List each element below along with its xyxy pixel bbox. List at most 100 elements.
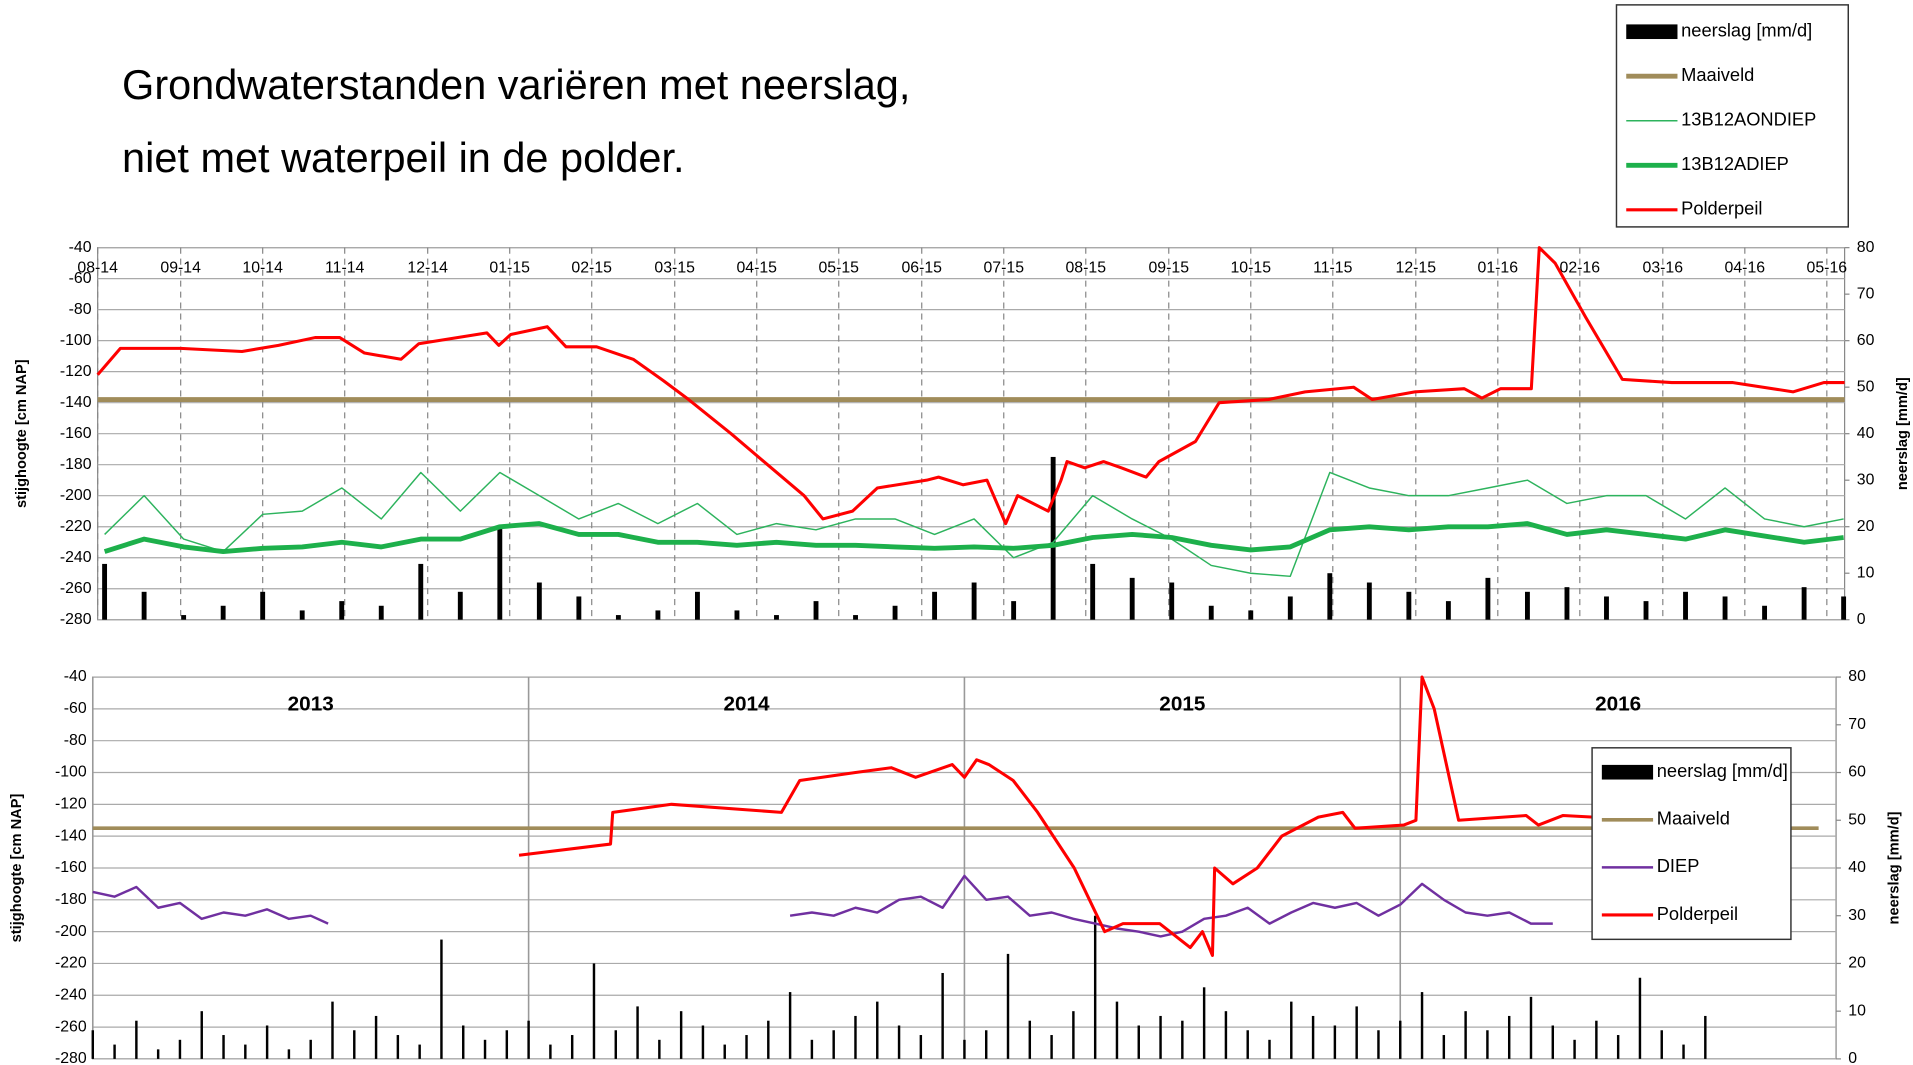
y-tick-label: -160 (55, 859, 87, 876)
x-tick-label: 04-15 (736, 260, 777, 277)
precip-bar (876, 1001, 879, 1059)
precip-bar (941, 972, 944, 1059)
x-tick-label: 12-14 (407, 260, 448, 277)
precip-bar (853, 615, 858, 620)
y-tick-label: -180 (60, 456, 92, 473)
precip-bar (91, 1030, 95, 1059)
precip-bar (1638, 977, 1642, 1059)
x-tick-label: 07-15 (983, 260, 1024, 277)
precip-bar (679, 1011, 683, 1059)
x-tick-label: 11-15 (1313, 260, 1353, 277)
precip-bar (374, 1015, 378, 1059)
precip-bar (932, 591, 938, 620)
precip-bar (353, 1030, 356, 1059)
legend-swatch (1601, 764, 1654, 780)
y2-tick-label: 0 (1857, 611, 1866, 628)
precip-bar (1159, 1015, 1162, 1059)
precip-bar (339, 601, 345, 620)
precip-bar (1248, 610, 1254, 620)
precip-bar (615, 615, 621, 620)
y-tick-label: -280 (60, 611, 92, 628)
x-tick-label: 12-15 (1396, 260, 1437, 277)
y-tick-label: -60 (64, 700, 87, 717)
precip-bar (658, 1039, 661, 1059)
precip-bar (1682, 1044, 1685, 1059)
y-tick-label: -200 (55, 923, 87, 940)
x-tick-label: 09-14 (160, 260, 201, 277)
precip-bar (299, 610, 305, 620)
precip-bar (1208, 605, 1214, 620)
precip-bar (813, 601, 819, 620)
y-tick-label: -120 (55, 796, 87, 813)
precip-bar (418, 1044, 421, 1059)
precip-bar (1643, 601, 1649, 620)
y2-tick-label: 0 (1848, 1050, 1857, 1065)
precip-bar (788, 992, 792, 1059)
y2-tick-label: 40 (1848, 859, 1866, 876)
y-axis-label: stijghoogte [cm NAP] (14, 359, 30, 508)
precip-bar (1327, 573, 1333, 620)
precip-bar (892, 605, 898, 620)
y-tick-label: -180 (55, 891, 87, 908)
heading-line: Grondwaterstanden variëren met neerslag, (122, 61, 910, 108)
y-tick-label: -80 (64, 732, 87, 749)
precip-bar (1801, 587, 1807, 620)
precip-bar (1564, 587, 1570, 620)
legend-label: neerslag [mm/d] (1681, 20, 1812, 41)
y2-tick-label: 50 (1857, 378, 1875, 395)
precip-bar (1050, 456, 1056, 620)
precip-bar (897, 1025, 901, 1059)
precip-bar (1406, 591, 1412, 620)
precip-bar (1287, 596, 1293, 620)
x-tick-label: 05-16 (1807, 260, 1848, 277)
precip-bar (1616, 1035, 1620, 1059)
precip-bar (1399, 1020, 1402, 1059)
x-tick-label: 2016 (1595, 693, 1641, 716)
precip-bar (135, 1020, 138, 1059)
precip-bar (418, 563, 424, 620)
y-tick-label: -60 (69, 270, 92, 287)
precip-bar (309, 1039, 312, 1059)
precip-bar (1442, 1035, 1446, 1059)
legend-label: Maaiveld (1657, 808, 1730, 829)
precip-bar (745, 1035, 748, 1059)
x-tick-label: 10-15 (1231, 260, 1272, 277)
y2-tick-label: 60 (1857, 332, 1875, 349)
precip-bar (1366, 582, 1372, 620)
y2-tick-label: 70 (1848, 716, 1866, 733)
precip-bar (181, 615, 187, 620)
precip-bar (462, 1025, 465, 1059)
y-tick-label: -200 (60, 487, 92, 504)
y-tick-label: -140 (60, 394, 92, 411)
precip-bar (1507, 1015, 1511, 1059)
y2-tick-label: 70 (1857, 285, 1875, 302)
precip-bar (536, 582, 542, 620)
precip-bar (1445, 601, 1451, 620)
precip-bar (287, 1049, 291, 1059)
x-tick-label: 2013 (288, 693, 334, 716)
x-tick-label: 06-15 (901, 260, 942, 277)
y2-tick-label: 10 (1857, 564, 1875, 581)
precip-bar (331, 1001, 334, 1059)
precip-bar (260, 591, 266, 620)
y2-tick-label: 60 (1848, 764, 1866, 781)
y-tick-label: -100 (60, 332, 92, 349)
y-tick-label: -40 (69, 239, 92, 256)
y-tick-label: -220 (60, 518, 92, 535)
precip-bar (1202, 987, 1206, 1059)
precip-bar (497, 526, 503, 620)
y2-tick-label: 80 (1848, 668, 1866, 685)
precip-bar (655, 610, 661, 620)
x-tick-label: 02-15 (571, 260, 612, 277)
precip-bar (1604, 596, 1609, 620)
precip-bar (440, 939, 443, 1059)
legend-label: Polderpeil (1657, 903, 1738, 924)
precip-bar (244, 1044, 247, 1059)
precip-bar (963, 1039, 966, 1059)
y-tick-label: -120 (60, 363, 92, 380)
precip-bar (1595, 1020, 1598, 1059)
y2-axis-label: neerslag [mm/d] (1895, 377, 1911, 490)
precip-bar (810, 1039, 814, 1059)
x-tick-label: 08-15 (1065, 260, 1106, 277)
